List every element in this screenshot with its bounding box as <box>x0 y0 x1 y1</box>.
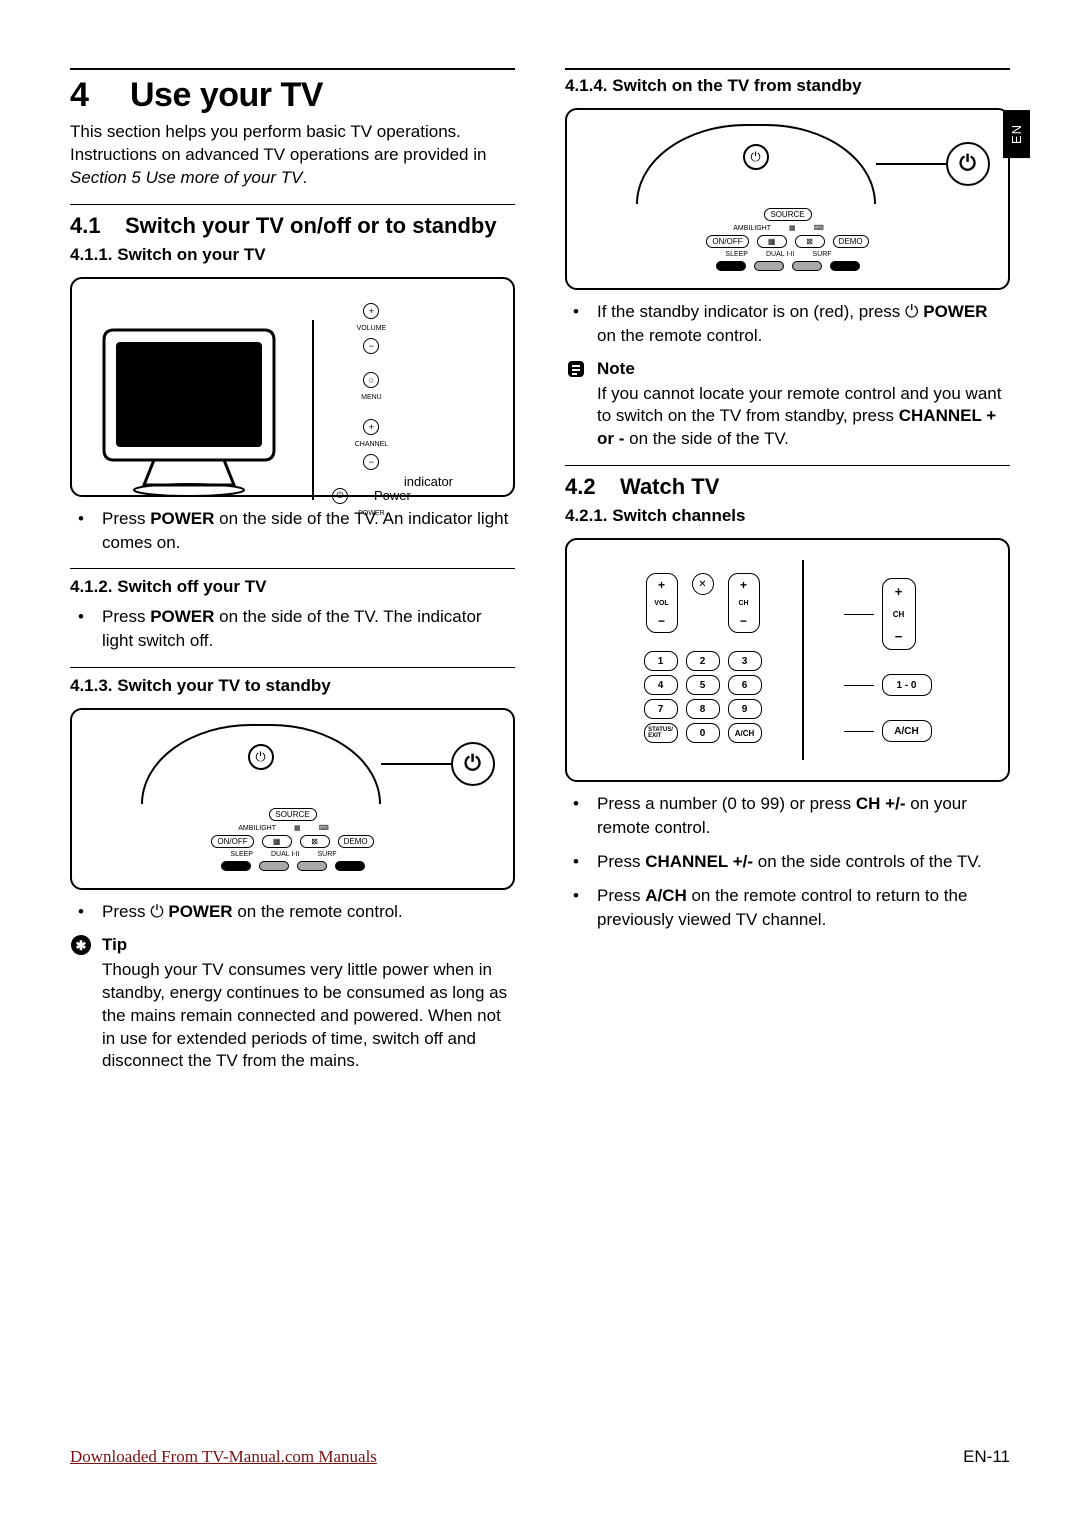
power-label: Power <box>374 488 411 503</box>
rule <box>70 68 515 70</box>
subsection-4-2-1: 4.2.1. Switch channels <box>565 506 1010 526</box>
list-item: Press CHANNEL +/- on the side controls o… <box>565 850 1010 874</box>
source-button: SOURCE <box>764 208 812 221</box>
list-item: Press A/CH on the remote control to retu… <box>565 884 1010 932</box>
side-button: − <box>363 338 379 354</box>
right-column: 4.1.4. Switch on the TV from standby ⏻ ⏻… <box>565 60 1010 1081</box>
list-item: Press a number (0 to 99) or press CH +/-… <box>565 792 1010 840</box>
ch-rocker-callout: +CH− <box>882 578 916 650</box>
power-icon: ⏻ <box>743 144 769 170</box>
one-zero-callout: 1 - 0 <box>882 674 932 696</box>
list-item: Press POWER on the side of the TV. An in… <box>70 507 515 555</box>
rule <box>70 204 515 205</box>
subsection-4-1-4: 4.1.4. Switch on the TV from standby <box>565 76 1010 96</box>
bullet-list: Press POWER on the side of the TV. The i… <box>70 605 515 653</box>
source-button: SOURCE <box>269 808 317 821</box>
tv-diagram: + VOLUME − ○ MENU + CHANNEL − ⏻ Power <box>70 277 515 497</box>
side-button: + <box>363 303 379 319</box>
rule <box>70 568 515 569</box>
note-callout: Note If you cannot locate your remote co… <box>565 358 1010 452</box>
bullet-list: Press a number (0 to 99) or press CH +/-… <box>565 792 1010 931</box>
rule <box>565 465 1010 466</box>
diagram-callouts: +CH− 1 - 0 A/CH <box>844 578 932 742</box>
tv-icon <box>94 320 294 500</box>
page-number: EN-11 <box>963 1447 1010 1467</box>
page-columns: 4Use your TV This section helps you perf… <box>70 60 1010 1081</box>
list-item: If the standby indicator is on (red), pr… <box>565 300 1010 348</box>
chapter-title: Use your TV <box>130 76 323 114</box>
list-item: Press POWER on the side of the TV. The i… <box>70 605 515 653</box>
power-icon: ⏻ <box>248 744 274 770</box>
section-4-1: 4.1 Switch your TV on/off or to standby <box>70 213 515 239</box>
vol-rocker: +VOL− <box>646 573 678 633</box>
side-button: ○ <box>363 372 379 388</box>
subsection-4-1-1: 4.1.1. Switch on your TV <box>70 245 515 265</box>
note-title: Note <box>597 358 1010 381</box>
ch-rocker: +CH− <box>728 573 760 633</box>
bullet-list: Press ⏻ POWER on the remote control. <box>70 900 515 924</box>
tip-body: Though your TV consumes very little powe… <box>102 959 515 1074</box>
rule <box>70 667 515 668</box>
channel-remote-diagram: +VOL− ✕ +CH− 123 456 789 STATUS/ EXIT0A/… <box>565 538 1010 782</box>
chapter-heading: 4Use your TV <box>70 76 515 115</box>
tip-callout: ✱ Tip Though your TV consumes very littl… <box>70 934 515 1074</box>
footer-link[interactable]: Downloaded From TV-Manual.com Manuals <box>70 1447 377 1467</box>
subsection-4-1-2: 4.1.2. Switch off your TV <box>70 577 515 597</box>
power-icon: ⏻ <box>451 742 495 786</box>
remote-button-rows: SOURCE AMBILIGHT ▦ ⌨ ON/OFF ▦ ⊠ DEMO SLE… <box>86 808 499 871</box>
mute-icon: ✕ <box>692 573 714 595</box>
page-footer: Downloaded From TV-Manual.com Manuals EN… <box>70 1447 1010 1467</box>
side-button: + <box>363 419 379 435</box>
note-body: If you cannot locate your remote control… <box>597 383 1010 452</box>
bullet-list: If the standby indicator is on (red), pr… <box>565 300 1010 348</box>
rule <box>565 68 1010 70</box>
intro-text: This section helps you perform basic TV … <box>70 121 515 190</box>
power-side-button: ⏻ <box>332 488 348 504</box>
bullet-list: Press POWER on the side of the TV. An in… <box>70 507 515 555</box>
list-item: Press ⏻ POWER on the remote control. <box>70 900 515 924</box>
tip-icon: ✱ <box>70 934 92 956</box>
side-button: − <box>363 454 379 470</box>
power-icon: ⏻ <box>905 302 918 321</box>
tv-side-buttons: + VOLUME − ○ MENU + CHANNEL − ⏻ Power <box>332 303 411 517</box>
power-icon: ⏻ <box>150 902 163 921</box>
power-icon: ⏻ <box>946 142 990 186</box>
subsection-4-1-3: 4.1.3. Switch your TV to standby <box>70 676 515 696</box>
remote-standby-on-diagram: ⏻ ⏻ SOURCE AMBILIGHT ▦ ⌨ ON/OFF ▦ ⊠ DEMO <box>565 108 1010 290</box>
remote-button-rows: SOURCE AMBILIGHT ▦ ⌨ ON/OFF ▦ ⊠ DEMO SLE… <box>581 208 994 271</box>
section-4-2: 4.2 Watch TV <box>565 474 1010 500</box>
indicator-label: indicator <box>404 474 453 489</box>
number-keypad: 123 456 789 STATUS/ EXIT0A/CH <box>644 647 762 747</box>
chapter-number: 4 <box>70 76 130 115</box>
tip-title: Tip <box>102 934 515 957</box>
remote-standby-diagram: ⏻ ⏻ SOURCE AMBILIGHT ▦ ⌨ ON/OFF ▦ ⊠ DEMO <box>70 708 515 890</box>
ach-callout: A/CH <box>882 720 932 742</box>
left-column: 4Use your TV This section helps you perf… <box>70 60 515 1081</box>
note-icon <box>565 358 587 380</box>
svg-text:✱: ✱ <box>76 938 87 953</box>
